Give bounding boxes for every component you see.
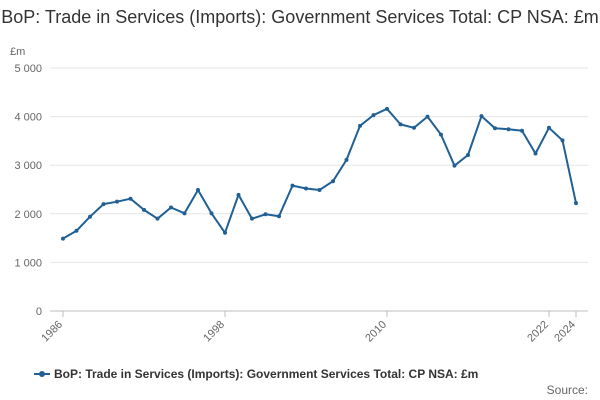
data-point — [101, 202, 106, 207]
x-tick-label: 1998 — [201, 319, 227, 345]
data-point — [236, 192, 241, 197]
data-point — [371, 113, 376, 118]
data-point — [115, 199, 119, 204]
data-point — [425, 114, 430, 119]
gridlines — [50, 67, 588, 312]
data-point — [209, 211, 214, 216]
data-point — [479, 114, 484, 119]
data-point — [331, 179, 335, 184]
x-tick-label: 2010 — [363, 319, 389, 345]
data-point — [88, 214, 92, 219]
data-point — [263, 212, 268, 217]
data-point — [344, 157, 349, 162]
legend: BoP: Trade in Services (Imports): Govern… — [34, 367, 478, 381]
data-point — [398, 122, 403, 127]
data-point — [128, 196, 133, 201]
data-point — [547, 125, 551, 130]
data-point — [304, 186, 308, 191]
data-point — [412, 125, 416, 130]
legend-label: BoP: Trade in Services (Imports): Govern… — [54, 367, 479, 381]
data-point — [277, 214, 281, 219]
chart-title: BoP: Trade in Services (Imports): Govern… — [1, 7, 599, 27]
data-point — [169, 205, 173, 210]
data-point — [452, 163, 457, 168]
data-point — [250, 216, 254, 221]
data-point — [317, 187, 322, 192]
y-axis-unit-label: £m — [10, 46, 25, 58]
data-point — [290, 183, 295, 188]
data-point — [493, 126, 497, 131]
y-tick-label: 1 000 — [14, 257, 42, 269]
data-point — [439, 132, 443, 137]
data-point — [142, 207, 146, 212]
series-layer — [61, 106, 578, 241]
x-tick-label: 2024 — [552, 319, 578, 345]
data-point — [196, 187, 200, 192]
y-tick-label: 4 000 — [14, 112, 42, 124]
data-point — [61, 236, 65, 241]
x-tick-label: 2022 — [525, 319, 551, 345]
data-point — [182, 211, 187, 216]
data-point — [574, 201, 578, 206]
x-tick-label: 1986 — [39, 319, 65, 345]
data-point — [74, 228, 79, 233]
data-point — [520, 128, 524, 133]
data-point — [466, 152, 470, 157]
series-line — [62, 107, 577, 240]
y-tick-label: 0 — [36, 306, 42, 318]
legend-swatch — [34, 371, 50, 377]
data-point — [560, 138, 565, 143]
y-tick-label: 5 000 — [14, 63, 42, 75]
data-point — [506, 127, 511, 132]
y-tick-label: 2 000 — [14, 209, 42, 221]
data-point — [533, 151, 538, 156]
x-axis: 1986 1998 2010 2022 2024 — [39, 311, 578, 344]
data-point — [155, 216, 160, 221]
y-axis: £m 0 1 000 2 000 3 000 4 000 5 000 — [10, 46, 42, 318]
y-tick-label: 3 000 — [14, 160, 42, 172]
data-point — [223, 230, 227, 235]
data-point — [358, 123, 362, 128]
source-label: Source: — [546, 383, 588, 397]
data-point — [385, 106, 389, 111]
